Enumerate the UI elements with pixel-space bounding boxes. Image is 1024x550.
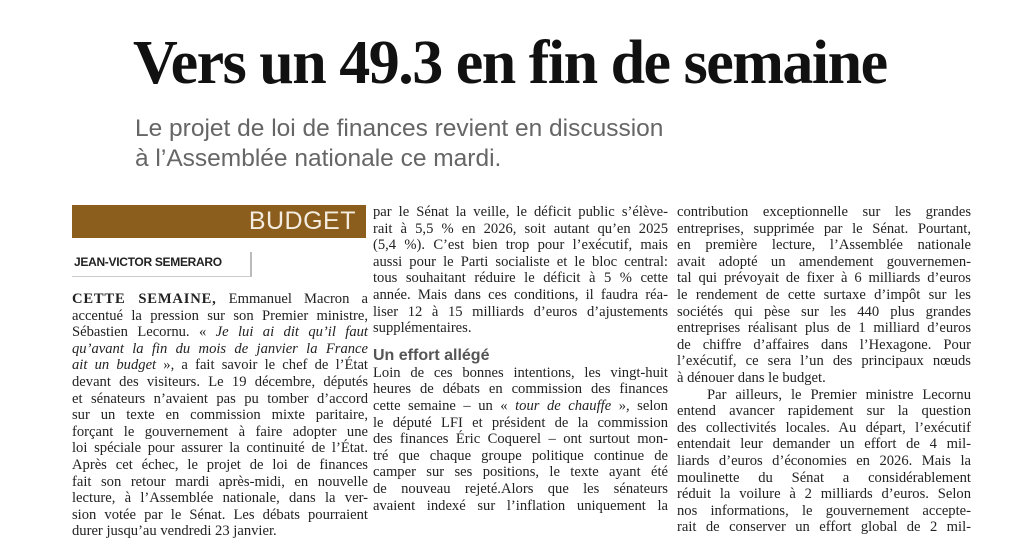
text-line: camper sur ses positions, le texte ayant… xyxy=(373,464,668,481)
text-line: sociétés qui pèse sur les 440 plus grand… xyxy=(677,303,971,320)
text-line: qu’avant la fin du mois de janvier la Fr… xyxy=(72,341,368,358)
text-line: Loin de ces bonnes intentions, les vingt… xyxy=(373,364,668,381)
text-line: devant des visiteurs. Le 19 décembre, dé… xyxy=(72,373,368,390)
text-line: avaient indexé sur l’inflation uniquemen… xyxy=(373,497,668,514)
column-2: par le Sénat la veille, le déficit publi… xyxy=(373,204,668,514)
text-line: tal qui prévoyait de fixer à 6 milliards… xyxy=(677,270,971,287)
headline: Vers un 49.3 en fin de semaine xyxy=(133,29,888,97)
column-1: CETTE SEMAINE, Emmanuel Macron a accentu… xyxy=(72,291,368,540)
text-line: réduit la voilure à 2 milliards d’euros.… xyxy=(677,486,971,503)
text-line: liards d’euros d’économies en 2026. Mais… xyxy=(677,452,971,469)
text-line: sur un texte en commission mixte paritai… xyxy=(72,407,368,424)
text-line: tré que chaque groupe politique continue… xyxy=(373,447,668,464)
text-line: forçant le gouvernement à faire adopter … xyxy=(72,423,368,440)
subtitle: Le projet de loi de finances revient en … xyxy=(135,114,663,174)
text-line: sion votée par le Sénat. Les débats pour… xyxy=(72,506,368,523)
text-line: heures de débats en commission des finan… xyxy=(373,381,668,398)
text-line: Sébastien Lecornu. « Je lui ai dit qu’il… xyxy=(72,324,368,341)
subtitle-line: à l’Assemblée nationale ce mardi. xyxy=(135,145,502,172)
text-line: des collectivités locales. Au départ, l’… xyxy=(677,419,971,436)
text-line: par le Sénat la veille, le déficit publi… xyxy=(373,204,668,220)
quote-text: Je lui ai dit qu’il faut xyxy=(215,324,368,341)
text-line: fait son retour mardi après-midi, en nou… xyxy=(72,473,368,490)
text-line: de chiffre d’affaires dans l’Hexagone. P… xyxy=(677,336,971,353)
text-line: entendait leur demander un effort de 4 m… xyxy=(677,436,971,453)
text-line: et sénateurs n’avaient pas pu tomber d’a… xyxy=(72,390,368,407)
subheading: Un effort allégé xyxy=(373,346,490,364)
text-line: moulinette du Sénat a considérablement xyxy=(677,469,971,486)
quote-text: qu’avant la fin du mois de janvier la Fr… xyxy=(72,340,368,357)
text-line: rait de conserver un effort global de 2 … xyxy=(677,519,971,536)
text-line: tous souhaitant réduire le déficit à 5 %… xyxy=(373,270,668,287)
text-line: à dénouer dans le budget. xyxy=(677,369,826,386)
text-line: aussi pour le Parti socialiste et le blo… xyxy=(373,253,668,270)
byline: JEAN-VICTOR SEMERARO xyxy=(72,252,252,277)
text-line: loi spéciale pour assurer la continuité … xyxy=(72,440,368,457)
text-line: lecture, à l’Assemblée nationale, dans l… xyxy=(72,490,368,507)
text-line: année. Mais dans ces conditions, il faud… xyxy=(373,286,668,303)
text-line: accentué la pression sur son Premier min… xyxy=(72,307,368,324)
text-line: le député LFI et président de la commiss… xyxy=(373,414,668,431)
lead-in: CETTE SEMAINE, xyxy=(72,291,217,307)
text-line: (5,4 %). C’est bien trop pour l’exécutif… xyxy=(373,237,668,254)
text-line: cette semaine – un « tour de chauffe », … xyxy=(373,397,668,414)
text-line: durer jusqu’au vendredi 23 janvier. xyxy=(72,523,277,540)
text-line: Par ailleurs, le Premier ministre Lecorn… xyxy=(707,386,971,403)
text-line: ait un budget », a fait savoir le chef d… xyxy=(72,357,368,374)
text-line: liser 12 à 15 milliards d’euros d’ajuste… xyxy=(373,303,668,320)
text-line: contribution exceptionnelle sur les gran… xyxy=(677,204,971,220)
quote-text: ait un budget xyxy=(72,357,157,374)
text-line: nos informations, le gouvernement accept… xyxy=(677,502,971,519)
text-line: entreprises, supprimée par le Sénat. Pou… xyxy=(677,220,971,237)
text-line: supplémentaires. xyxy=(373,320,472,337)
text-line: entreprises réalisant plus de 1 milliard… xyxy=(677,320,971,337)
text-line: entend avancer rapidement sur la questio… xyxy=(677,403,971,420)
text-line: le rendement de cette surtaxe d’impôt su… xyxy=(677,286,971,303)
text-line: avait adopté un amendement gouvernemen- xyxy=(677,253,971,270)
text-line: en première lecture, l’Assemblée nationa… xyxy=(677,237,971,254)
section-label: BUDGET xyxy=(248,207,356,235)
text-line: de nouveau rejeté.Alors que les sénateur… xyxy=(373,480,668,497)
author-name: JEAN-VICTOR SEMERARO xyxy=(74,255,222,269)
text-line: Après cet échec, le projet de loi de fin… xyxy=(72,456,368,473)
text-line: rait à 5,5 % en 2026, soit autant qu’en … xyxy=(373,220,668,237)
text-line: l’exécutif, ce sera l’un des principaux … xyxy=(677,353,971,370)
section-banner: BUDGET xyxy=(72,205,366,238)
text-line: CETTE SEMAINE, Emmanuel Macron a xyxy=(72,291,368,307)
subtitle-line: Le projet de loi de finances revient en … xyxy=(135,115,664,142)
text-line: des finances Éric Coquerel – ont surtout… xyxy=(373,431,668,448)
column-3: contribution exceptionnelle sur les gran… xyxy=(677,204,971,536)
quote-text: tour de chauffe xyxy=(515,397,612,414)
